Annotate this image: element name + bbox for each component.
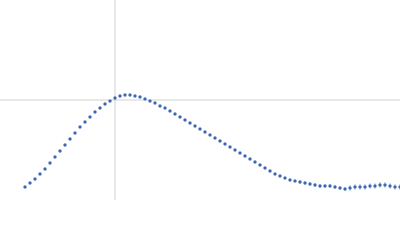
data-point bbox=[68, 137, 72, 141]
data-point bbox=[288, 178, 292, 182]
data-point bbox=[223, 142, 227, 146]
data-point bbox=[178, 115, 182, 119]
data-point bbox=[33, 177, 37, 181]
data-point bbox=[153, 101, 157, 105]
data-point bbox=[348, 186, 352, 190]
data-point bbox=[268, 169, 272, 173]
data-point bbox=[278, 174, 282, 178]
data-point bbox=[93, 110, 97, 114]
chart bbox=[0, 0, 400, 200]
data-point bbox=[143, 97, 147, 101]
data-point bbox=[368, 184, 372, 188]
data-point bbox=[118, 94, 122, 98]
page: (() => { const data = JSON.parse(documen… bbox=[0, 0, 400, 200]
data-point bbox=[63, 143, 67, 147]
data-point bbox=[338, 186, 342, 190]
data-point bbox=[263, 166, 267, 170]
data-point bbox=[258, 163, 262, 167]
data-point bbox=[38, 172, 42, 176]
data-point bbox=[383, 183, 387, 187]
data-point bbox=[363, 185, 367, 189]
data-point bbox=[103, 102, 107, 106]
data-point bbox=[208, 133, 212, 137]
data-point bbox=[293, 179, 297, 183]
data-point bbox=[193, 124, 197, 128]
data-point bbox=[358, 185, 362, 189]
data-point bbox=[243, 154, 247, 158]
data-point bbox=[183, 118, 187, 122]
data-point bbox=[203, 130, 207, 134]
data-point bbox=[343, 187, 347, 191]
data-point bbox=[173, 112, 177, 116]
data-point bbox=[373, 184, 377, 188]
data-point bbox=[318, 184, 322, 188]
data-point bbox=[123, 93, 127, 97]
data-point bbox=[188, 121, 192, 125]
data-point bbox=[388, 184, 392, 188]
data-point bbox=[113, 96, 117, 100]
data-point bbox=[23, 185, 27, 189]
data-point bbox=[238, 151, 242, 155]
data-point bbox=[163, 106, 167, 110]
data-point bbox=[378, 183, 382, 187]
data-point bbox=[303, 181, 307, 185]
data-point bbox=[353, 185, 357, 189]
data-point bbox=[228, 145, 232, 149]
data-point bbox=[133, 94, 137, 98]
data-point bbox=[28, 181, 32, 185]
data-point bbox=[218, 139, 222, 143]
data-point bbox=[98, 106, 102, 110]
data-point bbox=[393, 185, 397, 189]
data-point bbox=[248, 157, 252, 161]
data-point bbox=[283, 176, 287, 180]
data-point bbox=[148, 99, 152, 103]
data-point bbox=[328, 184, 332, 188]
data-point bbox=[168, 109, 172, 113]
data-point bbox=[233, 148, 237, 152]
data-point bbox=[298, 180, 302, 184]
data-point bbox=[333, 185, 337, 189]
data-point bbox=[58, 149, 62, 153]
data-point bbox=[108, 99, 112, 103]
data-point bbox=[48, 161, 52, 165]
data-point bbox=[198, 127, 202, 131]
data-point bbox=[313, 183, 317, 187]
data-point bbox=[213, 136, 217, 140]
data-point bbox=[88, 115, 92, 119]
data-point bbox=[78, 125, 82, 129]
data-point bbox=[253, 160, 257, 164]
data-point bbox=[83, 120, 87, 124]
data-point bbox=[73, 131, 77, 135]
data-point bbox=[53, 155, 57, 159]
data-point bbox=[138, 95, 142, 99]
data-point bbox=[43, 167, 47, 171]
data-point bbox=[158, 104, 162, 108]
data-point bbox=[273, 172, 277, 176]
data-point bbox=[128, 93, 132, 97]
data-point bbox=[308, 182, 312, 186]
data-point bbox=[323, 184, 327, 188]
